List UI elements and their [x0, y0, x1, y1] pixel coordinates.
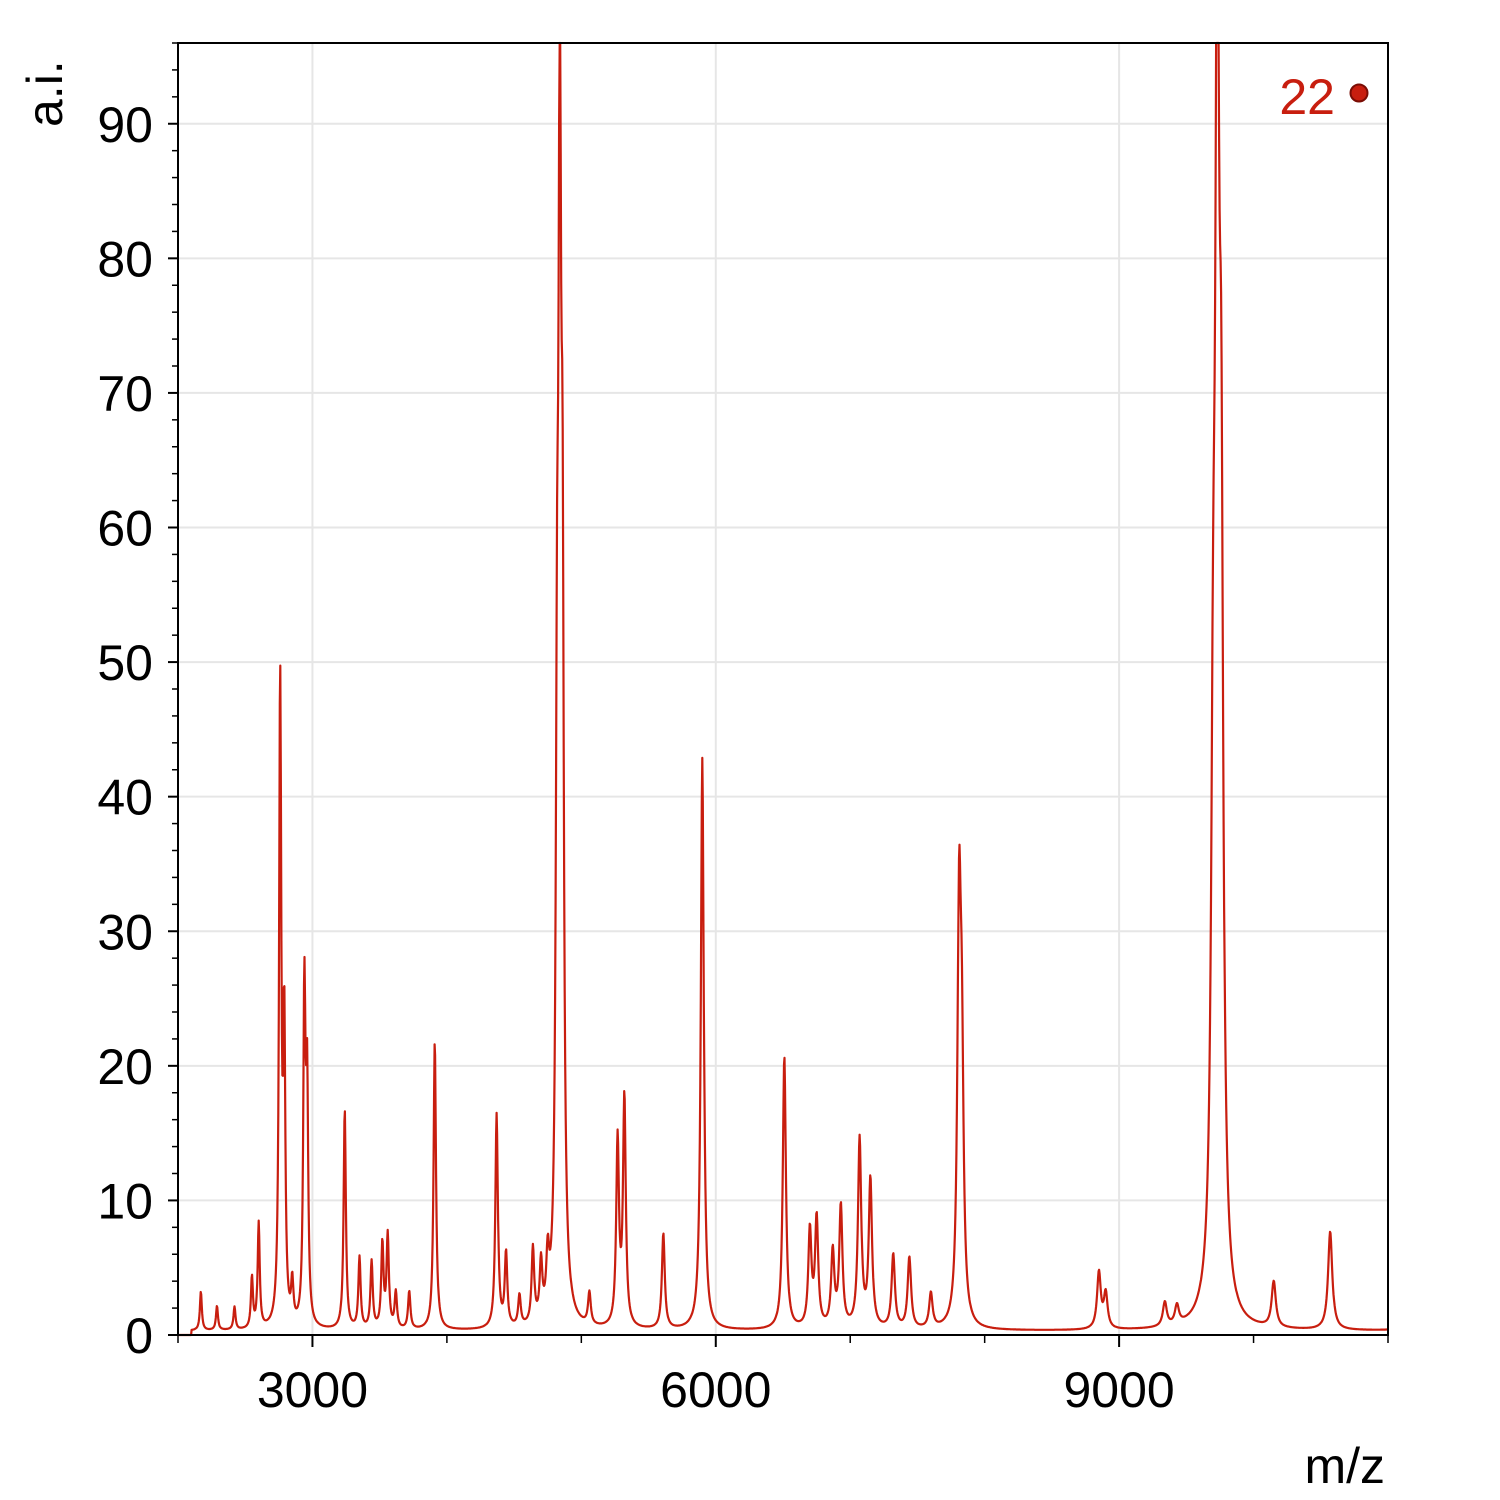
tick-labels: 0 10 20 30 40 50 60 70 80 90 3000 6000 9000	[97, 97, 1174, 1418]
y-tick-label: 90	[97, 97, 153, 153]
y-tick-label: 40	[97, 770, 153, 826]
peak-point	[1221, 668, 1222, 669]
peak-point	[547, 1281, 548, 1282]
y-tick-label: 20	[97, 1039, 153, 1095]
series-layer	[177, 41, 1415, 1337]
legend-marker	[1349, 83, 1369, 103]
x-tick-label: 3000	[257, 1362, 368, 1418]
y-tick-label: 0	[125, 1308, 153, 1364]
plot-frame	[177, 42, 1389, 1336]
y-tick-label: 50	[97, 635, 153, 691]
y-tick-label: 60	[97, 501, 153, 557]
x-tick-label: 9000	[1063, 1362, 1174, 1418]
peak-point	[1414, 1251, 1415, 1252]
peak-point	[1164, 1310, 1165, 1311]
peak-point	[1213, 890, 1214, 891]
y-tick-label: 70	[97, 366, 153, 422]
peak-point	[1176, 1316, 1177, 1317]
y-tick-label: 10	[97, 1173, 153, 1229]
x-tick-label: 6000	[660, 1362, 771, 1418]
spectrum-line	[177, 41, 1389, 1337]
y-tick-label: 30	[97, 904, 153, 960]
axis-ticks	[168, 42, 1389, 1347]
x-axis-title: m/z	[1304, 1438, 1385, 1494]
grid-lines	[178, 43, 1388, 1335]
y-tick-label: 80	[97, 231, 153, 287]
peak-point	[961, 1106, 962, 1107]
y-axis-title: a.i.	[17, 60, 73, 127]
legend-label: 22	[1279, 69, 1335, 125]
legend: 22	[1279, 69, 1369, 125]
